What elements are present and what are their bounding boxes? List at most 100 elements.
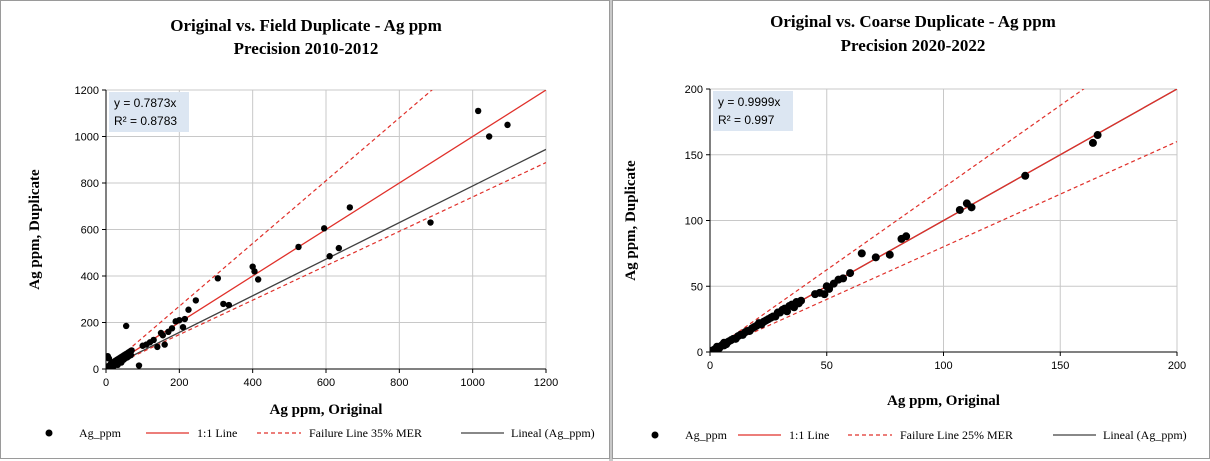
- legend-label-failure: Failure Line 35% MER: [309, 426, 422, 440]
- scatter-points: [710, 131, 1102, 352]
- trend-line: [106, 148, 546, 369]
- data-point: [192, 297, 200, 304]
- data-point: [885, 250, 894, 259]
- data-point: [820, 290, 829, 299]
- failure-line: [106, 90, 433, 369]
- data-point: [825, 284, 834, 293]
- legend-label-failure: Failure Line 25% MER: [900, 428, 1013, 442]
- data-point: [106, 355, 113, 362]
- legend-marker-points: [45, 429, 53, 437]
- y-tick-label: 50: [691, 281, 703, 293]
- data-point: [797, 296, 806, 305]
- y-tick-label: 200: [81, 318, 99, 330]
- data-point: [871, 253, 880, 262]
- scatter-points: [106, 107, 511, 369]
- data-point: [135, 362, 143, 369]
- data-point: [179, 323, 187, 331]
- x-tick-label: 150: [1051, 360, 1069, 372]
- y-tick-label: 100: [685, 216, 703, 228]
- data-point: [1093, 131, 1102, 140]
- data-point: [225, 301, 233, 309]
- data-point: [214, 275, 222, 282]
- r-squared: R² = 0.8783: [114, 114, 177, 128]
- data-point: [1088, 138, 1097, 147]
- x-axis-title: Ag ppm, Original: [887, 393, 1000, 409]
- y-tick-label: 200: [685, 84, 703, 96]
- data-point: [474, 107, 482, 115]
- x-tick-label: 100: [934, 360, 952, 372]
- data-point: [955, 205, 964, 214]
- x-tick-label: 200: [1168, 360, 1186, 372]
- r-squared: R² = 0.997: [718, 113, 775, 127]
- y-tick-label: 1200: [75, 85, 99, 97]
- data-point: [122, 322, 130, 330]
- data-point: [159, 332, 167, 339]
- y-tick-label: 0: [93, 364, 99, 376]
- x-tick-label: 600: [317, 377, 335, 389]
- y-tick-label: 150: [685, 150, 703, 162]
- equation-box: [109, 92, 189, 132]
- data-point: [485, 133, 493, 140]
- data-point: [846, 269, 855, 278]
- x-tick-label: 400: [243, 377, 261, 389]
- legend-label-points: Ag_ppm: [79, 426, 122, 440]
- chart-field-duplicate-svg: Original vs. Field Duplicate - Ag ppm Pre…: [27, 16, 595, 440]
- data-point: [295, 243, 302, 251]
- x-tick-label: 0: [103, 377, 109, 389]
- legend-label-one-to-one: 1:1 Line: [197, 426, 237, 440]
- x-tick-label: 50: [821, 360, 833, 372]
- chart-subtitle: Precision 2010-2012: [234, 39, 379, 58]
- x-tick-label: 1000: [460, 377, 484, 389]
- data-point: [161, 341, 168, 348]
- legend-label-points: Ag_ppm: [685, 428, 728, 442]
- chart-title: Original vs. Field Duplicate - Ag ppm: [170, 16, 442, 35]
- data-point: [150, 336, 157, 344]
- x-tick-label: 200: [170, 377, 188, 389]
- data-point: [902, 232, 911, 241]
- data-point: [220, 300, 227, 308]
- y-tick-label: 400: [81, 271, 99, 283]
- data-point: [128, 347, 135, 354]
- regression-equation: y = 0.7873x: [114, 96, 176, 110]
- chart-title: Original vs. Coarse Duplicate - Ag ppm: [770, 12, 1056, 31]
- panel-divider: [609, 0, 613, 461]
- data-point: [154, 343, 161, 351]
- data-point: [967, 203, 976, 212]
- data-point: [168, 325, 176, 332]
- chart-subtitle: Precision 2020-2022: [841, 36, 986, 55]
- x-tick-label: 800: [390, 377, 408, 389]
- data-point: [185, 306, 192, 313]
- chart-panel-field-duplicate: Original vs. Field Duplicate - Ag ppm Pre…: [0, 0, 610, 459]
- data-point: [181, 315, 189, 323]
- y-axis-title: Ag ppm, Duplicate: [27, 169, 43, 290]
- chart-coarse-duplicate-svg: Original vs. Coarse Duplicate - Ag ppm Pr…: [623, 12, 1187, 442]
- legend-label-trend: Lineal (Ag_ppm): [511, 426, 595, 440]
- legend-marker-points: [651, 431, 659, 439]
- x-axis-title: Ag ppm, Original: [270, 402, 383, 418]
- legend-label-one-to-one: 1:1 Line: [789, 428, 829, 442]
- data-point: [346, 204, 354, 211]
- data-point: [857, 249, 866, 258]
- data-point: [326, 253, 333, 260]
- y-axis-title: Ag ppm, Duplicate: [623, 160, 639, 281]
- x-tick-label: 1200: [534, 377, 558, 389]
- data-point: [320, 225, 328, 232]
- equation-box: [713, 91, 793, 131]
- data-point: [504, 121, 511, 129]
- data-point: [176, 316, 183, 324]
- y-tick-label: 0: [697, 347, 703, 359]
- failure-line: [710, 141, 1177, 352]
- data-point: [251, 268, 258, 275]
- data-point: [335, 244, 343, 252]
- regression-equation: y = 0.9999x: [718, 95, 780, 109]
- legend-label-trend: Lineal (Ag_ppm): [1103, 428, 1187, 442]
- data-point: [839, 274, 848, 283]
- data-point: [254, 276, 262, 283]
- data-point: [1021, 171, 1030, 180]
- y-tick-label: 1000: [75, 132, 99, 144]
- data-point: [427, 219, 434, 226]
- y-tick-label: 600: [81, 225, 99, 237]
- x-tick-label: 0: [707, 360, 713, 372]
- y-tick-label: 800: [81, 178, 99, 190]
- chart-panel-coarse-duplicate: Original vs. Coarse Duplicate - Ag ppm Pr…: [612, 0, 1210, 459]
